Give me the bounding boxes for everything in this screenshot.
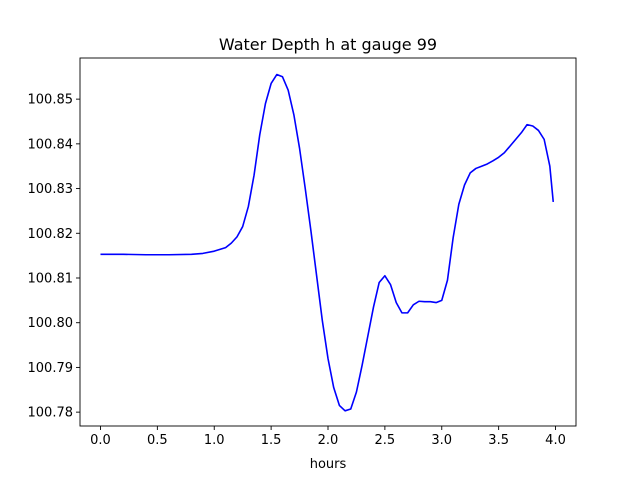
x-tick-label: 3.0: [431, 433, 452, 448]
x-tick-label: 0.5: [147, 433, 168, 448]
y-tick-label: 100.82: [28, 227, 74, 242]
y-tick-label: 100.84: [28, 137, 74, 152]
y-tick-label: 100.81: [28, 271, 74, 286]
y-tick-label: 100.85: [28, 93, 74, 108]
x-tick-label: 3.5: [488, 433, 509, 448]
y-tick-label: 100.79: [28, 361, 74, 376]
x-tick-label: 2.5: [375, 433, 396, 448]
x-tick-label: 4.0: [545, 433, 566, 448]
y-tick-label: 100.83: [28, 182, 74, 197]
y-tick-label: 100.80: [28, 316, 74, 331]
x-axis-label: hours: [310, 457, 347, 472]
y-tick-label: 100.78: [28, 406, 74, 421]
series-line-0: [100, 73, 555, 412]
x-tick-label: 0.0: [90, 433, 111, 448]
x-tick-label: 1.0: [204, 433, 225, 448]
chart-title: Water Depth h at gauge 99: [219, 35, 437, 54]
plot-area: 0.0 0.5 1.0 1.5 2.0 2.5 3.0 3.5 4.0 100.78 100.79 1…: [28, 57, 577, 448]
x-tick-label: 2.0: [318, 433, 339, 448]
x-tick-label: 1.5: [261, 433, 282, 448]
